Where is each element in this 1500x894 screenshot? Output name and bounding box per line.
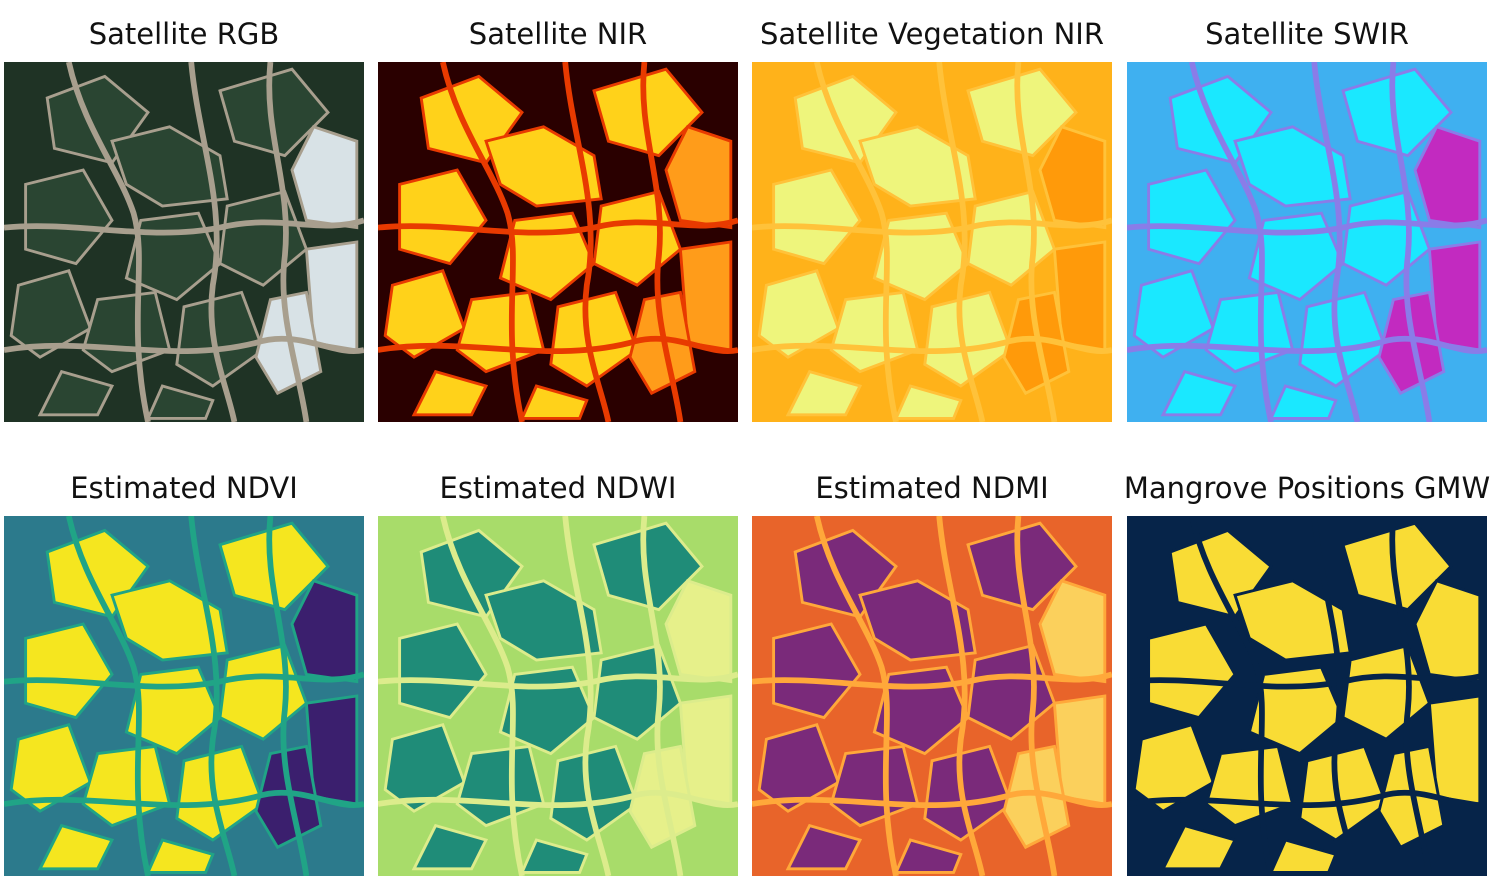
panel-title: Estimated NDWI xyxy=(439,471,677,505)
satellite-swir-image xyxy=(1127,62,1487,422)
satellite-nir-image xyxy=(378,62,738,422)
panel-title: Satellite RGB xyxy=(88,17,280,51)
mangrove-positions-gmw-image xyxy=(1127,516,1487,876)
estimated-ndmi-image xyxy=(752,516,1112,876)
panel-title: Estimated NDMI xyxy=(815,471,1049,505)
panel-title: Satellite Vegetation NIR xyxy=(760,17,1104,51)
panel-title: Satellite SWIR xyxy=(1205,17,1409,51)
panel-title: Satellite NIR xyxy=(468,17,648,51)
estimated-ndwi-image xyxy=(378,516,738,876)
estimated-ndvi-image xyxy=(4,516,364,876)
panel-title: Mangrove Positions GMW xyxy=(1123,471,1491,505)
satellite-vegetation-nir-image xyxy=(752,62,1112,422)
panel-title: Estimated NDVI xyxy=(70,471,298,505)
satellite-rgb-image xyxy=(4,62,364,422)
